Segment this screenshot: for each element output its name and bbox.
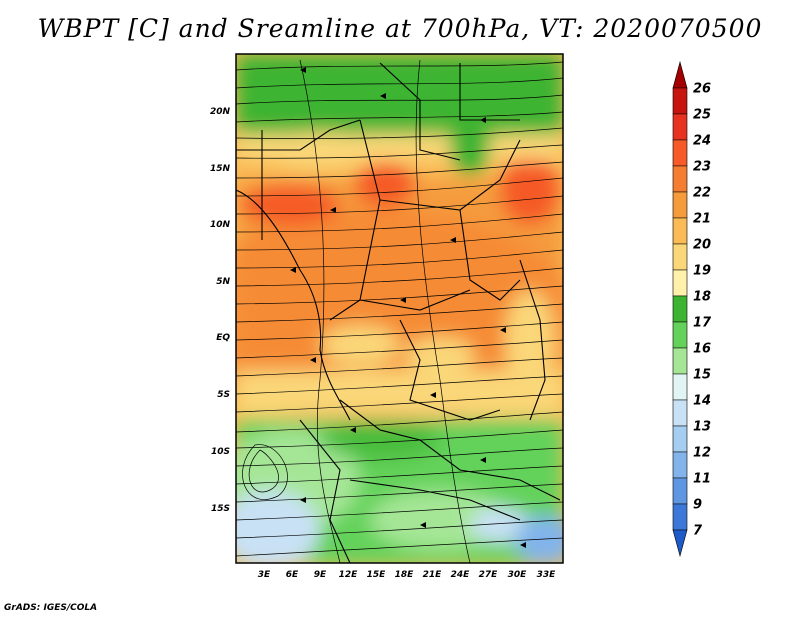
x-tick-label: 6E [286, 570, 299, 580]
colorbar-segment [672, 373, 688, 401]
y-tick-label: 15N [210, 164, 231, 174]
colorbar-segment [672, 113, 688, 141]
page-title: WBPT [C] and Sreamline at 700hPa, VT: 20… [37, 14, 763, 43]
x-tick-label: 9E [314, 570, 327, 580]
colorbar-label: 21 [693, 212, 711, 227]
colorbar-label: 25 [693, 108, 711, 123]
colorbar-label: 19 [693, 264, 711, 279]
colorbar-segment [672, 477, 688, 505]
colorbar-segment [672, 321, 688, 349]
colorbar-label: 11 [693, 472, 711, 487]
colorbar-segment [672, 191, 688, 219]
colorbar-segment [672, 399, 688, 427]
streamline-arrows [290, 67, 526, 548]
colorbar-label: 24 [693, 134, 711, 149]
x-tick-label: 21E [423, 570, 443, 580]
map-frame [235, 53, 564, 564]
colorbar-segment [672, 269, 688, 297]
y-tick-label: 5S [217, 390, 230, 400]
colorbar-label: 14 [693, 394, 711, 409]
colorbar-segment [672, 165, 688, 193]
x-axis: 3E 6E 9E 12E 15E 18E 21E 24E 27E 30E 33E [258, 570, 556, 580]
colorbar-label: 26 [693, 82, 711, 97]
colorbar-label: 16 [693, 342, 711, 357]
x-tick-label: 18E [395, 570, 415, 580]
colorbar-segment [672, 347, 688, 375]
x-tick-label: 24E [451, 570, 471, 580]
colorbar-label: 13 [693, 420, 711, 435]
wbpt-field [236, 54, 563, 563]
x-tick-label: 27E [479, 570, 499, 580]
colorbar-label: 20 [693, 238, 711, 253]
y-tick-label: 10S [211, 447, 230, 457]
y-tick-label: EQ [216, 333, 230, 343]
colorbar-label: 17 [693, 316, 712, 331]
country-borders [236, 62, 561, 563]
colorbar-label: 18 [693, 290, 711, 305]
x-tick-label: 33E [537, 570, 557, 580]
colorbar-segment [672, 295, 688, 323]
colorbar-segment [672, 425, 688, 453]
y-tick-label: 5N [216, 277, 230, 287]
colorbar-segment [672, 529, 688, 558]
colorbar: 26 25 24 23 22 21 20 19 18 17 16 15 14 13 12 11 9 7 [672, 60, 712, 558]
colorbar-segment [672, 243, 688, 271]
colorbar-segment [672, 60, 688, 89]
y-tick-label: 10N [210, 220, 231, 230]
colorbar-segment [672, 451, 688, 479]
colorbar-segment [672, 87, 688, 115]
x-tick-label: 30E [508, 570, 528, 580]
colorbar-segment [672, 139, 688, 167]
x-tick-label: 12E [339, 570, 359, 580]
y-tick-label: 20N [210, 107, 231, 117]
streamlines [236, 59, 563, 563]
colorbar-label: 7 [693, 524, 703, 539]
colorbar-label: 23 [693, 160, 711, 175]
y-axis: 20N 15N 10N 5N EQ 5S 10S 15S [210, 107, 231, 514]
credit-label: GrADS: IGES/COLA [4, 603, 98, 613]
y-tick-label: 15S [211, 504, 230, 514]
colorbar-label: 9 [693, 498, 702, 513]
x-tick-label: 15E [367, 570, 387, 580]
colorbar-segment [672, 217, 688, 245]
colorbar-label: 22 [693, 186, 711, 201]
colorbar-label: 12 [693, 446, 711, 461]
colorbar-segment [672, 503, 688, 531]
colorbar-label: 15 [693, 368, 711, 383]
x-tick-label: 3E [258, 570, 271, 580]
